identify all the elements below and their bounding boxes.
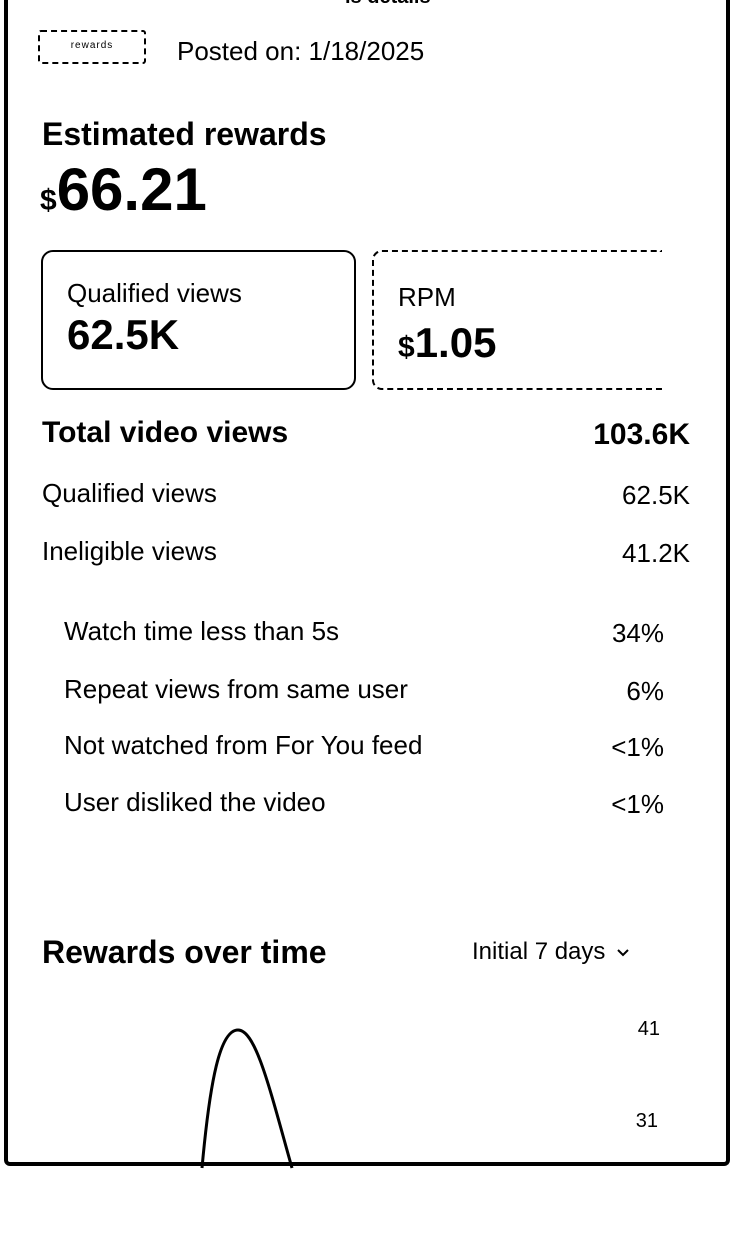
estimated-rewards-amount: $66.21	[40, 160, 207, 220]
qualified-views-value: 62.5K	[622, 480, 690, 510]
breakdown-value: <1%	[611, 789, 664, 819]
qualified-views-card[interactable]: Qualified views 62.5K	[41, 250, 356, 390]
rewards-over-time-title: Rewards over time	[42, 934, 327, 970]
phone-frame	[4, 0, 730, 1166]
breakdown-label: User disliked the video	[64, 787, 326, 817]
ineligible-views-label: Ineligible views	[42, 536, 217, 566]
posted-date: Posted on: 1/18/2025	[177, 36, 425, 66]
ineligible-views-value: 41.2K	[622, 538, 690, 568]
estimated-rewards-label: Estimated rewards	[42, 116, 327, 152]
card-label: RPM	[398, 282, 456, 312]
breakdown-label: Watch time less than 5s	[64, 616, 340, 646]
qualified-views-label: Qualified views	[42, 478, 217, 508]
total-views-value: 103.6K	[593, 418, 690, 451]
breakdown-label: Not watched from For You feed	[64, 730, 423, 760]
card-label: Qualified views	[67, 278, 242, 308]
breakdown-label: Repeat views from same user	[64, 674, 408, 704]
card-value: 62.5K	[67, 311, 180, 358]
header-title: ls details	[345, 0, 495, 4]
rewards-series-line	[200, 1028, 294, 1169]
currency-symbol: $	[398, 331, 415, 364]
currency-symbol: $	[40, 184, 57, 217]
total-views-label: Total video views	[42, 416, 289, 449]
date-range-value: Initial 7 days	[472, 938, 606, 965]
breakdown-value: 34%	[611, 618, 664, 648]
rpm-card[interactable]: RPM $1.05	[372, 250, 662, 390]
date-range-dropdown[interactable]: Initial 7 days	[472, 938, 631, 966]
rewards-value: 66.21	[56, 156, 207, 223]
y-tick-label: 31	[635, 1110, 658, 1132]
video-thumbnail[interactable]: rewards	[38, 30, 146, 64]
y-tick-label: 41	[637, 1018, 660, 1040]
card-value: $1.05	[398, 322, 496, 364]
breakdown-value: 6%	[626, 676, 664, 706]
rpm-value: 1.05	[414, 319, 497, 366]
chevron-down-icon	[617, 949, 630, 957]
breakdown-value: <1%	[611, 732, 664, 762]
